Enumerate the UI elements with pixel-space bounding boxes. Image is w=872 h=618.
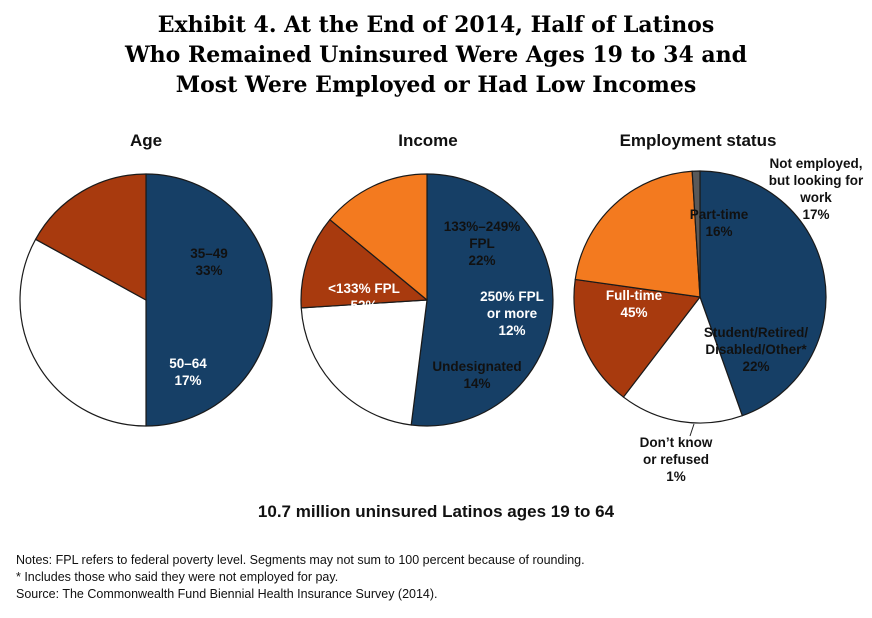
data-label-employment-status-don-t-know-or-refused: Don’t know or refused 1% <box>640 435 713 484</box>
notes: Notes: FPL refers to federal poverty lev… <box>16 552 866 603</box>
chart-title-line-2: Who Remained Uninsured Were Ages 19 to 3… <box>124 42 748 68</box>
note-fpl: Notes: FPL refers to federal poverty lev… <box>16 553 585 567</box>
chart-title-line-1: Exhibit 4. At the End of 2014, Half of L… <box>157 12 715 38</box>
pie-slice-income-133-249-fpl <box>300 299 428 426</box>
pie-slice-income-undesignated <box>329 173 428 301</box>
leader-line-don-t-know-or-refused <box>689 423 695 437</box>
pie-title-employment-status: Employment status <box>620 131 777 150</box>
pie-slice-employment-status-part-time <box>622 296 743 424</box>
data-label-age-50-64: 50–64 17% <box>169 356 207 388</box>
data-label-employment-status-part-time: Part-time 16% <box>690 207 749 239</box>
pie-title-age: Age <box>130 131 162 150</box>
data-label-employment-status-student-retired-disabled-other: Student/Retired/Disabled/Other* 22% <box>704 325 809 374</box>
data-label-income-133-249-fpl: 133%–249% FPL 22% <box>444 219 521 268</box>
pie-income: Income <133% FPL 52% 133%–249% FPL 22% 250% FP… <box>300 131 554 427</box>
pie-slice-income-250-fpl-or-more <box>300 219 428 309</box>
data-label-employment-status-full-time: Full-time 45% <box>606 288 663 320</box>
pie-title-income: Income <box>398 131 458 150</box>
data-label-income-undesignated: Undesignated 14% <box>432 359 521 391</box>
pie-slice-employment-status-student-retired-disabled-other <box>574 170 701 298</box>
note-asterisk: * Includes those who said they were not … <box>16 570 339 584</box>
pie-slice-income-133-fpl <box>410 173 554 427</box>
chart-title-line-3: Most Were Employed or Had Low Incomes <box>175 72 697 98</box>
pie-slice-age-35-49 <box>19 238 147 427</box>
data-label-income-133-fpl: <133% FPL 52% <box>328 281 400 313</box>
pie-slice-age-50-64 <box>34 173 147 301</box>
pie-age: Age 19–34 50% 35–49 33% 50–64 17% <box>19 131 273 427</box>
chart-title: Exhibit 4. At the End of 2014, Half of L… <box>0 10 872 100</box>
pie-slice-employment-status-not-employed-but-looking-for-work <box>573 278 701 398</box>
data-label-income-250-fpl-or-more: 250% FPL or more 12% <box>480 289 544 338</box>
data-label-age-19-34: 19–34 50% <box>61 281 99 313</box>
pie-employment-status: Employment status Full-time 45% Part-time 16… <box>573 131 864 484</box>
chart-subtitle: 10.7 million uninsured Latinos ages 19 t… <box>257 502 615 521</box>
pie-slice-age-19-34 <box>145 173 273 427</box>
pie-slice-employment-status-don-t-know-or-refused <box>691 170 701 298</box>
pie-slice-employment-status-full-time <box>699 170 827 417</box>
data-label-age-35-49: 35–49 33% <box>190 246 228 278</box>
data-label-employment-status-not-employed-but-looking-for-work: Not employed, but looking for work 17% <box>769 156 864 222</box>
note-source: Source: The Commonwealth Fund Biennial H… <box>16 587 438 601</box>
